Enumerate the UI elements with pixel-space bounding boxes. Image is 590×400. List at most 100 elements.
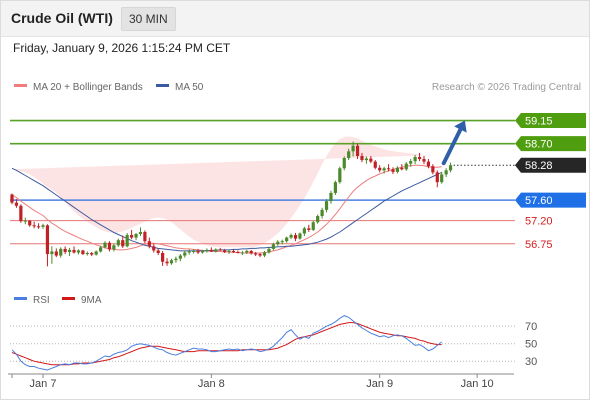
chart-header — [0, 0, 590, 37]
candle-body — [85, 253, 89, 255]
candle-body — [258, 254, 262, 256]
rsi-tick-label: 50 — [525, 339, 537, 351]
candle-body — [236, 251, 240, 254]
candle-body — [285, 237, 289, 242]
price-legend: MA 20 + Bollinger Bands MA 50 — [14, 82, 204, 93]
interval-selector[interactable]: 30 MIN — [121, 7, 176, 31]
candle-body — [196, 250, 200, 253]
level-tag — [515, 157, 586, 173]
candle-body — [404, 163, 408, 170]
candle-body — [147, 241, 151, 247]
candle-body — [152, 246, 156, 251]
candle-body — [90, 253, 94, 255]
candle-body — [440, 174, 444, 183]
instrument-title: Crude Oil (WTI) — [11, 10, 113, 26]
candle-body — [342, 158, 346, 169]
forecast-arrowhead — [454, 120, 467, 133]
candle-body — [267, 248, 271, 253]
candle-body — [178, 255, 182, 259]
candle-body — [240, 252, 244, 254]
candle-body — [112, 245, 116, 250]
level-label: 57.20 — [525, 216, 553, 228]
legend-label: RSI — [33, 295, 50, 306]
rsi-legend: RSI 9MA — [14, 295, 102, 306]
rsi-line — [11, 315, 443, 371]
candle-body — [54, 251, 58, 256]
candle-body — [276, 241, 280, 245]
level-tag — [515, 113, 586, 129]
candle-body — [431, 166, 435, 173]
candle-body — [67, 249, 72, 252]
candle-body — [262, 252, 267, 256]
candle-body — [183, 252, 187, 256]
candle-body — [28, 220, 32, 226]
legend-swatch — [62, 297, 75, 300]
candle-body — [14, 202, 19, 206]
candle-body — [320, 209, 324, 217]
candle-body — [329, 192, 333, 202]
candle-body — [413, 156, 417, 162]
candle-body — [369, 158, 373, 162]
candle-body — [231, 250, 236, 252]
candle-body — [351, 145, 355, 152]
candle-body — [254, 253, 258, 255]
x-axis-tick-label: Jan 10 — [461, 378, 494, 390]
level-label: 58.28 — [525, 160, 553, 172]
legend-label: 9MA — [81, 295, 102, 306]
candle-body — [205, 249, 209, 251]
candle-body — [223, 250, 227, 252]
candle-body — [138, 231, 143, 235]
candle-body — [45, 225, 50, 255]
candle-body — [143, 231, 147, 242]
candle-body — [192, 250, 196, 252]
candle-body — [391, 169, 395, 172]
x-axis-tick-label: Jan 7 — [30, 378, 57, 390]
candle-body — [81, 250, 85, 255]
candle-body — [333, 182, 337, 193]
candle-body — [32, 225, 36, 227]
ma20-line — [11, 164, 442, 254]
candle-body — [280, 241, 284, 243]
candle-body — [72, 249, 76, 253]
rsi-ma-line — [11, 322, 442, 366]
candle-body — [422, 159, 426, 162]
candle-body — [130, 235, 134, 238]
x-axis-tick-label: Jan 8 — [198, 378, 225, 390]
candle-body — [41, 225, 45, 227]
candle-body — [169, 260, 174, 264]
candle-body — [116, 240, 120, 246]
candle-body — [378, 167, 382, 171]
candle-body — [324, 201, 329, 210]
candle-body — [271, 244, 275, 249]
candle-body — [400, 167, 404, 170]
candle-body — [99, 247, 103, 252]
candle-body — [311, 222, 315, 230]
candle-body — [125, 235, 129, 247]
forecast-arrow — [441, 127, 463, 166]
candle-body — [382, 168, 386, 171]
candle-body — [165, 261, 169, 264]
candle-body — [249, 250, 253, 254]
level-tag — [515, 192, 586, 208]
candles — [10, 141, 453, 267]
legend-swatch — [14, 297, 27, 300]
candle-body — [338, 168, 342, 183]
level-label: 59.15 — [525, 116, 553, 128]
candle-body — [36, 226, 41, 228]
candle-body — [161, 253, 165, 262]
level-tag — [515, 136, 586, 152]
candle-body — [103, 242, 107, 248]
candle-body — [373, 161, 377, 168]
candle-body — [134, 234, 138, 238]
rsi-tick-label: 30 — [525, 356, 537, 368]
level-label: 57.60 — [525, 195, 553, 207]
candle-body — [316, 216, 320, 223]
candle-body — [426, 161, 431, 167]
candle-body — [121, 240, 125, 247]
candle-body — [107, 242, 112, 250]
candle-body — [10, 194, 14, 203]
candle-body — [293, 235, 298, 239]
ma50-line — [11, 167, 442, 252]
legend-label: MA 20 + Bollinger Bands — [33, 82, 143, 93]
